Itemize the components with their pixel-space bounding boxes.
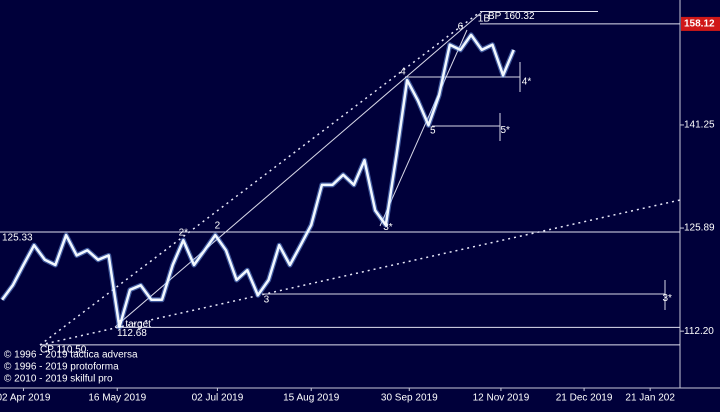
wave-label: 4 — [400, 66, 406, 77]
wave-label: 4* — [522, 77, 532, 88]
trend-line — [379, 29, 468, 227]
level-value: 112.68 — [117, 328, 147, 339]
wave-label: 1B — [478, 14, 491, 25]
level-value: 125.33 — [2, 233, 33, 244]
plot — [0, 32, 517, 330]
copyright: © 1996 - 2019 tactica adversa — [4, 350, 138, 361]
trend-line — [114, 11, 483, 328]
x-tick-label: 16 May 2019 — [88, 393, 146, 404]
x-tick-label: 21 Dec 2019 — [556, 393, 613, 404]
x-tick-label: 15 Aug 2019 — [283, 393, 340, 404]
wave-label: 2 — [215, 220, 221, 231]
copyright: © 2010 - 2019 skilful pro — [4, 374, 113, 385]
price-line — [1, 33, 515, 329]
dotted-trend-line — [39, 199, 681, 346]
y-tick-label: 125.89 — [684, 223, 715, 234]
wave-label: 3* — [383, 222, 393, 233]
level-label: 2 target — [117, 319, 151, 330]
level-label: BP 160.32 — [488, 11, 535, 22]
wave-label: 2* — [179, 228, 189, 239]
y-tick-label: 141.25 — [684, 120, 715, 131]
x-tick-label: 30 Sep 2019 — [381, 393, 438, 404]
wave-label: 6 — [458, 22, 464, 33]
wave-label: 3 — [264, 294, 270, 305]
levels — [0, 11, 680, 346]
x-tick-label: 12 Nov 2019 — [473, 393, 530, 404]
x-tick-label: 02 Apr 2019 — [0, 393, 51, 404]
x-tick-label: 02 Jul 2019 — [192, 393, 244, 404]
copyright: © 1996 - 2019 protoforma — [4, 362, 119, 373]
wave-label: 3* — [662, 293, 672, 304]
y-tick-label: 112.20 — [684, 326, 714, 337]
wave-label: 5 — [430, 126, 436, 137]
axes: 112.20 125.89 141.25 02 Apr 2019 16 May 2019… — [0, 16, 720, 404]
last-price-box — [681, 16, 720, 31]
last-price-label: 158.12 — [684, 19, 715, 30]
level-label: CP 110.50 — [40, 344, 87, 355]
x-tick-label: 21 Jan 202 — [625, 393, 675, 404]
wave-label: 5* — [500, 125, 510, 136]
